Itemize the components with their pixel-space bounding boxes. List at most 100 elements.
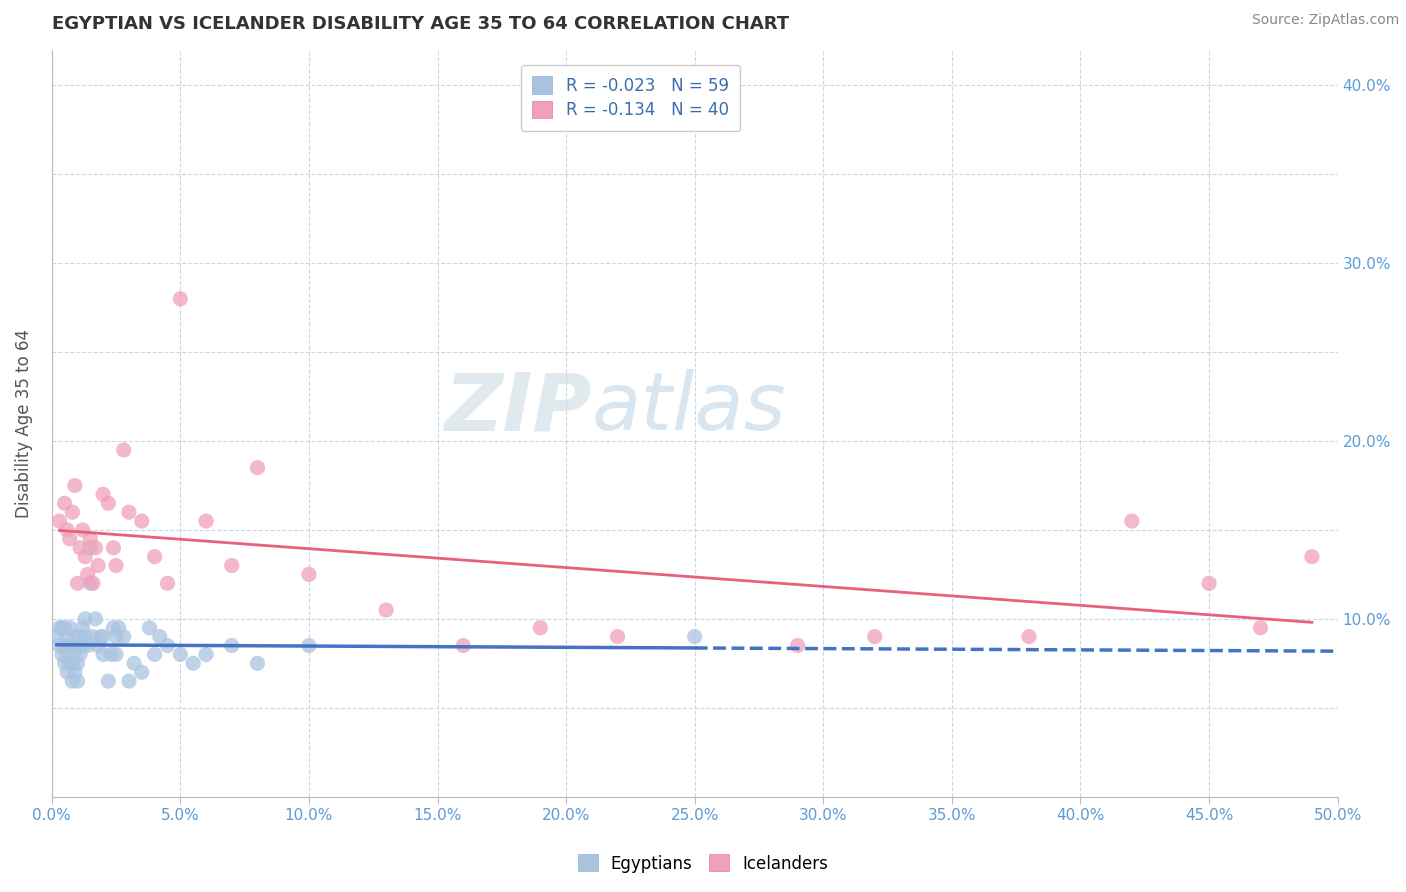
Point xyxy=(87,558,110,573)
Point xyxy=(105,558,128,573)
Point xyxy=(100,648,122,662)
Point xyxy=(169,648,191,662)
Point xyxy=(683,630,706,644)
Point xyxy=(53,639,76,653)
Point xyxy=(1121,514,1143,528)
Point xyxy=(48,514,70,528)
Point xyxy=(298,567,321,582)
Point xyxy=(84,612,107,626)
Text: Source: ZipAtlas.com: Source: ZipAtlas.com xyxy=(1251,13,1399,28)
Point xyxy=(75,612,97,626)
Point xyxy=(66,657,89,671)
Point xyxy=(91,630,114,644)
Point xyxy=(72,621,94,635)
Point xyxy=(195,648,218,662)
Point xyxy=(79,532,101,546)
Point xyxy=(48,621,70,635)
Point xyxy=(56,630,79,644)
Point xyxy=(60,674,83,689)
Point xyxy=(72,523,94,537)
Point xyxy=(786,639,808,653)
Y-axis label: Disability Age 35 to 64: Disability Age 35 to 64 xyxy=(15,329,32,517)
Point xyxy=(56,648,79,662)
Point xyxy=(66,639,89,653)
Point xyxy=(451,639,474,653)
Point xyxy=(45,630,67,644)
Point xyxy=(246,657,269,671)
Point xyxy=(606,630,628,644)
Point xyxy=(181,657,204,671)
Point xyxy=(60,657,83,671)
Point xyxy=(51,648,73,662)
Point xyxy=(53,657,76,671)
Point xyxy=(82,576,104,591)
Legend: R = -0.023   N = 59, R = -0.134   N = 40: R = -0.023 N = 59, R = -0.134 N = 40 xyxy=(520,65,740,131)
Point xyxy=(91,648,114,662)
Point xyxy=(1250,621,1272,635)
Point xyxy=(863,630,886,644)
Point xyxy=(66,674,89,689)
Point xyxy=(87,639,110,653)
Point xyxy=(84,541,107,555)
Point xyxy=(56,665,79,680)
Point xyxy=(66,576,89,591)
Point xyxy=(63,630,86,644)
Point xyxy=(75,630,97,644)
Point xyxy=(60,505,83,519)
Point xyxy=(143,648,166,662)
Point xyxy=(63,478,86,492)
Point xyxy=(56,523,79,537)
Point xyxy=(76,639,98,653)
Point xyxy=(131,665,153,680)
Point xyxy=(53,621,76,635)
Point xyxy=(51,621,73,635)
Point xyxy=(91,487,114,501)
Point xyxy=(112,442,135,457)
Point xyxy=(72,639,94,653)
Point xyxy=(149,630,172,644)
Point xyxy=(79,576,101,591)
Point xyxy=(118,674,141,689)
Point xyxy=(69,541,91,555)
Point xyxy=(79,541,101,555)
Point xyxy=(105,630,128,644)
Point xyxy=(169,292,191,306)
Point xyxy=(105,648,128,662)
Point xyxy=(69,648,91,662)
Point xyxy=(60,639,83,653)
Point xyxy=(221,639,243,653)
Point xyxy=(195,514,218,528)
Point xyxy=(143,549,166,564)
Point xyxy=(103,621,125,635)
Point xyxy=(82,630,104,644)
Point xyxy=(69,630,91,644)
Point xyxy=(221,558,243,573)
Point xyxy=(48,639,70,653)
Text: EGYPTIAN VS ICELANDER DISABILITY AGE 35 TO 64 CORRELATION CHART: EGYPTIAN VS ICELANDER DISABILITY AGE 35 … xyxy=(52,15,789,33)
Point xyxy=(59,639,82,653)
Point xyxy=(375,603,398,617)
Point xyxy=(112,630,135,644)
Point xyxy=(59,621,82,635)
Point xyxy=(76,567,98,582)
Point xyxy=(131,514,153,528)
Point xyxy=(75,549,97,564)
Point xyxy=(97,496,120,510)
Point xyxy=(118,505,141,519)
Point xyxy=(63,648,86,662)
Point xyxy=(103,541,125,555)
Point xyxy=(529,621,551,635)
Point xyxy=(246,460,269,475)
Point xyxy=(156,576,179,591)
Point xyxy=(63,665,86,680)
Point xyxy=(107,621,129,635)
Point xyxy=(138,621,160,635)
Point xyxy=(97,674,120,689)
Point xyxy=(156,639,179,653)
Point xyxy=(1301,549,1323,564)
Point xyxy=(122,657,145,671)
Point xyxy=(1198,576,1220,591)
Point xyxy=(53,496,76,510)
Point xyxy=(90,630,112,644)
Point xyxy=(298,639,321,653)
